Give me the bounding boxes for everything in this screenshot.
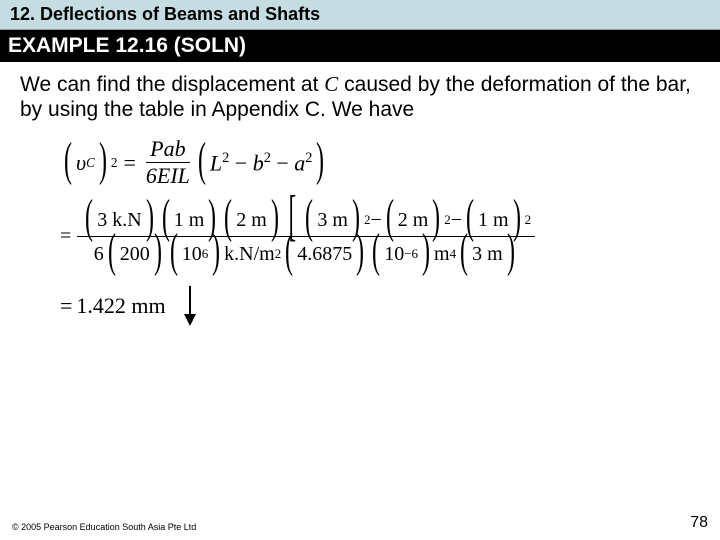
d-3: 10 — [182, 244, 202, 264]
d-3e: 6 — [202, 247, 209, 260]
exp2-2: 2 — [264, 150, 271, 166]
n-t1b: 1 m — [174, 210, 205, 230]
rparen2-icon: ) — [316, 146, 324, 175]
equation-line-1: ( υC ) 2 = Pab 6EIL ( L2 − b2 − a2 ) — [60, 138, 680, 187]
minus-2: − — [276, 150, 294, 175]
equals-3: = — [60, 293, 72, 319]
equation-line-3: = 1.422 mm — [60, 286, 680, 326]
exp2-1: 2 — [222, 150, 229, 166]
d-2: 200 — [120, 244, 150, 264]
n-t1c: 2 m — [236, 210, 267, 230]
d-4: k.N/m — [224, 244, 275, 264]
equation-block: ( υC ) 2 = Pab 6EIL ( L2 − b2 − a2 ) = (… — [0, 128, 720, 326]
lhs-sub-c: C — [86, 155, 95, 171]
d-4e: 2 — [275, 247, 282, 260]
d-7: m — [434, 244, 450, 264]
example-bar: EXAMPLE 12.16 (SOLN) — [0, 30, 720, 62]
d-6e: −6 — [404, 247, 418, 260]
frac-den: 6EIL — [142, 163, 194, 187]
lhs-symbol: υ — [76, 150, 86, 176]
poly-terms: L2 − b2 − a2 — [210, 150, 313, 176]
n-t2c: 1 m — [478, 210, 509, 230]
lparen2-icon: ( — [198, 146, 206, 175]
n-t2a: 3 m — [317, 210, 348, 230]
page-number: 78 — [690, 514, 708, 532]
para-var-c: C — [324, 72, 338, 96]
exp2-3: 2 — [305, 150, 312, 166]
lparen-icon: ( — [64, 146, 72, 175]
d-5: 4.6875 — [297, 244, 352, 264]
term-a: a — [294, 150, 305, 175]
chapter-bar: 12. Deflections of Beams and Shafts — [0, 0, 720, 30]
d-1: 6 — [94, 244, 104, 264]
term-b: b — [253, 150, 264, 175]
result-value: 1.422 mm — [76, 293, 165, 319]
minus-1: − — [235, 150, 253, 175]
equals-1: = — [123, 150, 135, 176]
d-6: 10 — [384, 244, 404, 264]
copyright-text: © 2005 Pearson Education South Asia Pte … — [12, 522, 196, 532]
n-t1a: 3 k.N — [97, 210, 141, 230]
d-7e: 4 — [450, 247, 457, 260]
frac-line2: (3 k.N)(1 m)(2 m) [ (3 m)2 − (2 m)2 − (1… — [77, 205, 535, 268]
term-L: L — [210, 150, 222, 175]
body-paragraph: We can find the displacement at C caused… — [0, 62, 720, 128]
rparen-icon: ) — [99, 146, 107, 175]
equation-line-2: = (3 k.N)(1 m)(2 m) [ (3 m)2 − (2 m)2 − … — [60, 205, 680, 268]
equals-2: = — [60, 225, 71, 248]
arrow-down-icon — [184, 286, 196, 326]
lhs-sub-2: 2 — [111, 155, 118, 171]
para-pre: We can find the displacement at — [20, 73, 324, 96]
example-title: EXAMPLE 12.16 (SOLN) — [8, 34, 712, 58]
frac-pab: Pab 6EIL — [142, 138, 194, 187]
footer: © 2005 Pearson Education South Asia Pte … — [12, 514, 708, 532]
frac-num: Pab — [146, 138, 189, 163]
chapter-title: 12. Deflections of Beams and Shafts — [10, 4, 710, 25]
d-8: 3 m — [472, 244, 503, 264]
